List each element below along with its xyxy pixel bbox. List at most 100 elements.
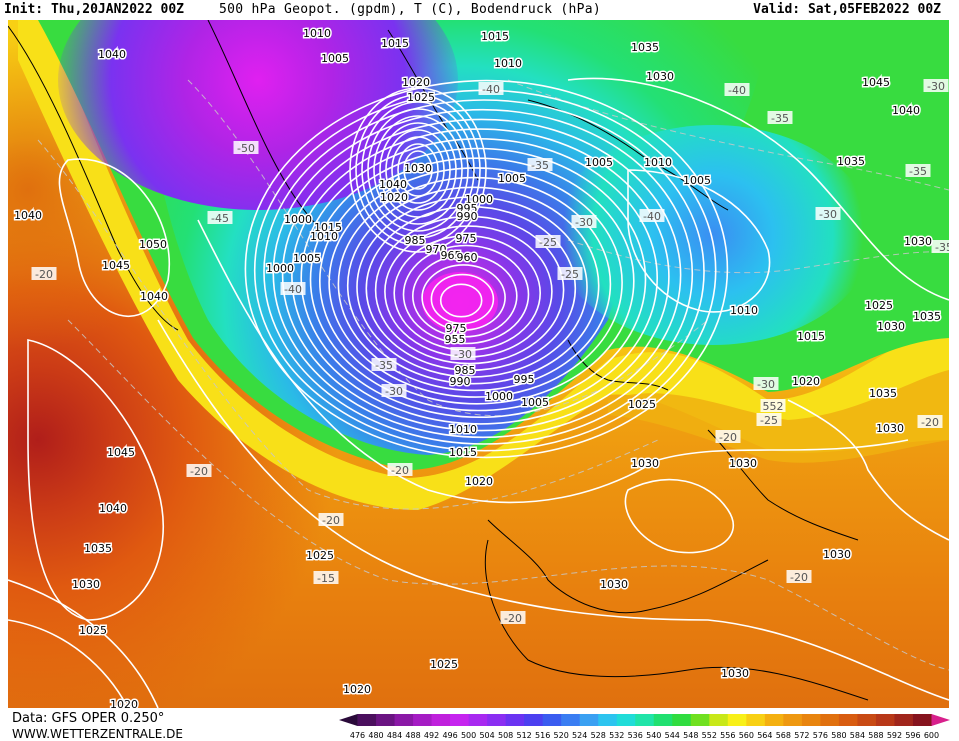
isobar-ring bbox=[244, 79, 729, 459]
svg-text:-40: -40 bbox=[643, 210, 661, 223]
isobar-label: 965 bbox=[439, 248, 463, 264]
svg-text:1030: 1030 bbox=[631, 457, 659, 470]
legend-color-swatch bbox=[709, 714, 729, 726]
svg-text:1030: 1030 bbox=[600, 578, 628, 591]
legend-color-swatch bbox=[801, 714, 821, 726]
legend-color-swatch bbox=[561, 714, 581, 726]
isobar-lines-large bbox=[8, 77, 949, 708]
temperature-label: -40 bbox=[639, 209, 665, 223]
temperature-label: -35 bbox=[767, 111, 793, 125]
svg-text:-40: -40 bbox=[284, 283, 302, 296]
legend-color-swatch bbox=[431, 714, 451, 726]
isobar-label: 1020 bbox=[401, 75, 432, 91]
svg-text:1035: 1035 bbox=[837, 155, 865, 168]
svg-text:1040: 1040 bbox=[379, 178, 407, 191]
isobar-ring bbox=[439, 283, 483, 318]
svg-text:1040: 1040 bbox=[14, 209, 42, 222]
legend-tick-label: 592 bbox=[887, 731, 902, 740]
legend-min-arrow bbox=[339, 714, 358, 726]
isobar-label: 1030 bbox=[822, 547, 853, 563]
svg-text:975: 975 bbox=[456, 232, 477, 245]
temperature-label: -20 bbox=[186, 464, 212, 478]
svg-text:1040: 1040 bbox=[98, 48, 126, 61]
isobar-label: 1030 bbox=[720, 666, 751, 682]
svg-text:1015: 1015 bbox=[797, 330, 825, 343]
svg-text:-25: -25 bbox=[561, 268, 579, 281]
temperature-label: -20 bbox=[786, 570, 812, 584]
isobar-ring-greenland bbox=[403, 150, 433, 190]
legend-tick-label: 576 bbox=[813, 731, 828, 740]
legend-tick-label: 528 bbox=[591, 731, 606, 740]
svg-text:1015: 1015 bbox=[314, 221, 342, 234]
isobar-ring bbox=[291, 128, 670, 425]
isobar-label: 1040 bbox=[891, 103, 922, 119]
isobar-label: 1035 bbox=[868, 386, 899, 402]
temperature-label: -20 bbox=[715, 430, 741, 444]
isobar-label: 1030 bbox=[630, 456, 661, 472]
svg-text:-40: -40 bbox=[482, 83, 500, 96]
svg-text:1005: 1005 bbox=[683, 174, 711, 187]
svg-text:1030: 1030 bbox=[404, 162, 432, 175]
legend-color-swatch bbox=[820, 714, 840, 726]
legend-tick-label: 516 bbox=[535, 731, 550, 740]
isobar-label: 1015 bbox=[313, 220, 344, 236]
legend-color-swatch bbox=[413, 714, 433, 726]
isobar-lines bbox=[244, 79, 729, 459]
svg-text:-50: -50 bbox=[237, 142, 255, 155]
legend-color-swatch bbox=[376, 714, 396, 726]
isobar-label: 990 bbox=[448, 374, 472, 390]
temperature-isolines bbox=[37, 79, 949, 671]
svg-text:985: 985 bbox=[455, 364, 476, 377]
svg-text:1015: 1015 bbox=[481, 30, 509, 43]
weather-map[interactable]: 1040 1010 1015 1005 1015 1010 1035 1030 1045 1040… bbox=[8, 20, 949, 708]
isobar-ring-greenland bbox=[355, 94, 481, 246]
isobar-ring bbox=[263, 99, 705, 445]
temperature-label: -30 bbox=[923, 79, 949, 93]
isobar-label: 1030 bbox=[599, 577, 630, 593]
svg-text:1020: 1020 bbox=[465, 475, 493, 488]
isobar-label: 985 bbox=[453, 363, 477, 379]
legend-tick-label: 548 bbox=[683, 731, 698, 740]
isobar-label: 1040 bbox=[139, 289, 170, 305]
svg-text:965: 965 bbox=[441, 249, 462, 262]
svg-text:-30: -30 bbox=[454, 348, 472, 361]
svg-text:-35: -35 bbox=[531, 159, 549, 172]
isobar-label: 1030 bbox=[728, 456, 759, 472]
svg-text:1035: 1035 bbox=[913, 310, 941, 323]
isobar-label: 1030 bbox=[876, 319, 907, 335]
geopotential-label: 552 bbox=[760, 399, 786, 413]
svg-text:1030: 1030 bbox=[729, 457, 757, 470]
legend-color-swatch bbox=[727, 714, 747, 726]
svg-text:-20: -20 bbox=[921, 416, 939, 429]
header-bar: Init: Thu,20JAN2022 00Z 500 hPa Geopot. … bbox=[0, 0, 959, 20]
legend-tick-label: 568 bbox=[776, 731, 791, 740]
isobar-ring bbox=[318, 157, 635, 405]
map-title: 500 hPa Geopot. (gpdm), T (C), Bodendruc… bbox=[219, 2, 601, 17]
website-credit[interactable]: WWW.WETTERZENTRALE.DE bbox=[12, 727, 183, 741]
isobar-label: 1020 bbox=[791, 374, 822, 390]
legend-tick-label: 588 bbox=[868, 731, 883, 740]
isobar-label: 1025 bbox=[305, 548, 336, 564]
isobar-ring bbox=[328, 167, 623, 398]
svg-text:1000: 1000 bbox=[266, 262, 294, 275]
svg-text:1030: 1030 bbox=[877, 320, 905, 333]
svg-text:955: 955 bbox=[445, 333, 466, 346]
svg-text:995: 995 bbox=[514, 373, 535, 386]
legend-color-swatch bbox=[690, 714, 710, 726]
temperature-label: -45 bbox=[207, 211, 233, 225]
legend-color-swatch bbox=[875, 714, 895, 726]
isobar-label: 1005 bbox=[497, 171, 528, 187]
legend-color-swatch bbox=[579, 714, 599, 726]
isobar-ring bbox=[365, 205, 577, 372]
legend-color-swatch bbox=[635, 714, 655, 726]
legend-tick-label: 600 bbox=[924, 731, 939, 740]
isobar-label: 1040 bbox=[13, 208, 44, 224]
isobar-label: 1040 bbox=[378, 177, 409, 193]
svg-text:995: 995 bbox=[457, 202, 478, 215]
svg-text:1010: 1010 bbox=[494, 57, 522, 70]
svg-text:1010: 1010 bbox=[310, 230, 338, 243]
temperature-label: -25 bbox=[535, 235, 561, 249]
isobar-label: 1025 bbox=[406, 90, 437, 106]
warm-ridge-east bbox=[608, 370, 949, 463]
isobar-ring-greenland bbox=[391, 136, 445, 204]
